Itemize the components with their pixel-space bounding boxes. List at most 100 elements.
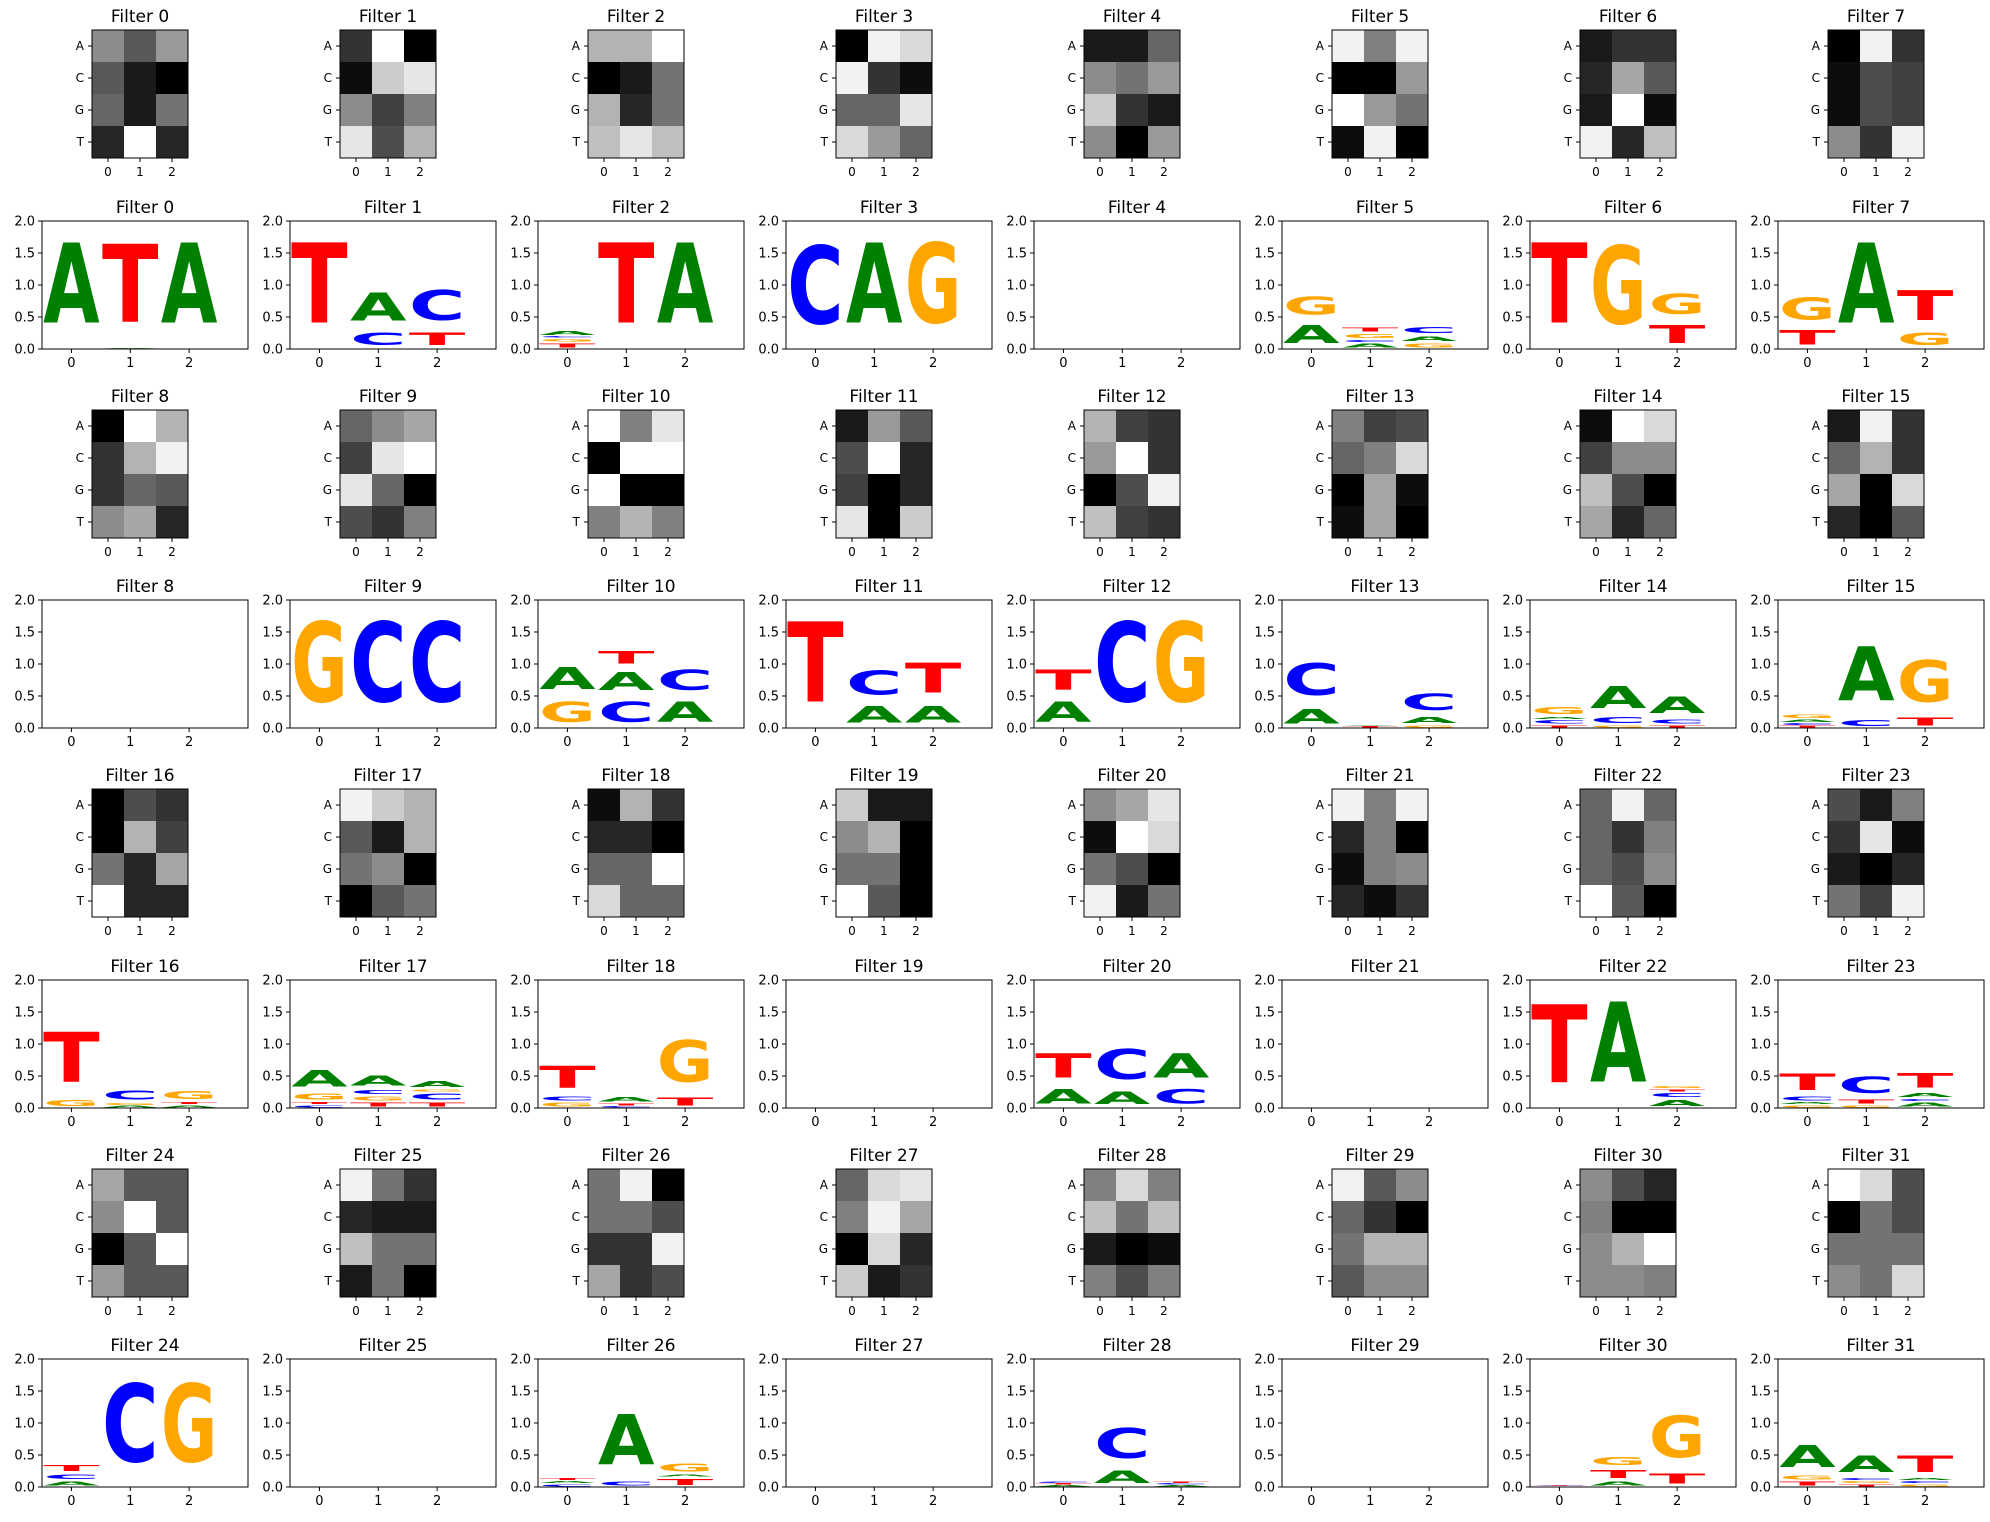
heatmap-cell [156,62,188,94]
heatmap-cell [372,410,404,442]
heatmap-cell [404,885,436,917]
heatmap-col-label: 2 [912,545,920,559]
heatmap-cell [1612,1169,1644,1201]
logo-x-label: 0 [67,356,75,371]
logo-y-label: 1.0 [758,279,779,294]
heatmap-cell [652,30,684,62]
heatmap-row-label: T [1068,515,1077,529]
logo-y-label: 0.0 [758,1481,779,1496]
logo-letter: A [1897,1092,1953,1098]
logo-y-label: 1.5 [1006,626,1027,641]
heatmap-cell [900,821,932,853]
heatmap-panel: Filter 7 A C G T 0 1 2 [1811,7,1925,179]
heatmap-row-label: A [572,39,581,53]
logo-letter: A [1779,1102,1836,1105]
heatmap-cell [156,1169,188,1201]
heatmap-cell [156,885,188,917]
logo-y-label: 0.0 [1502,722,1523,737]
heatmap-cell [836,1201,868,1233]
heatmap-row-label: T [1316,515,1325,529]
heatmap-row-label: C [1316,1210,1324,1224]
heatmap-cell [1084,506,1116,538]
heatmap-title: Filter 3 [855,7,913,27]
heatmap-panel: Filter 12 A C G T 0 1 2 [1067,387,1181,559]
heatmap-col-label: 1 [136,165,144,179]
heatmap-panel: Filter 20 A C G T 0 1 2 [1067,766,1181,938]
heatmap-cell [1860,1201,1892,1233]
logo-letter: A [1035,696,1092,728]
heatmap-cell [1828,62,1860,94]
logo-y-label: 1.5 [510,247,531,262]
logo-letter: C [1153,1483,1209,1485]
heatmap-cell [652,821,684,853]
logo-y-label: 1.0 [1254,1417,1275,1432]
heatmap-cell [1116,126,1148,158]
heatmap-cell [156,474,188,506]
heatmap-cell [340,30,372,62]
heatmap-cell [620,474,652,506]
heatmap-cell [156,1201,188,1233]
logo-y-label: 2.0 [510,974,531,989]
heatmap-cell [1148,94,1180,126]
heatmap-cell [588,474,620,506]
heatmap-cell [1364,1169,1396,1201]
heatmap-cell [1828,885,1860,917]
heatmap-cell [1828,1169,1860,1201]
heatmap-row-label: G [75,1242,84,1256]
heatmap-cell [372,1233,404,1265]
logo-y-label: 1.5 [510,626,531,641]
heatmap-cell [1084,30,1116,62]
heatmap-cell [868,410,900,442]
heatmap-cell [588,506,620,538]
heatmap-row-label: C [76,451,84,465]
heatmap-cell [1892,410,1924,442]
logo-background [538,980,744,1108]
logo-y-label: 0.5 [758,311,779,326]
heatmap-title: Filter 28 [1097,1146,1166,1166]
heatmap-col-label: 0 [1096,1304,1104,1318]
heatmap-row-label: C [1812,1210,1820,1224]
logo-letters: AT C G [1035,600,1209,728]
logo-letter: C [1531,720,1587,725]
logo-letter: G [1649,1404,1705,1471]
logo-background [1778,980,1984,1108]
heatmap-col-label: 0 [1592,924,1600,938]
heatmap-cell [836,1233,868,1265]
heatmap-panel: Filter 10 A C G T 0 1 2 [571,387,685,559]
logo-letter: T [598,648,655,667]
heatmap-cell [620,853,652,885]
logo-letter: C [102,1088,159,1102]
logo-y-label: 2.0 [1502,215,1523,230]
heatmap-cell [1116,1265,1148,1297]
logo-letter: T [1531,983,1587,1108]
heatmap-col-label: 0 [600,924,608,938]
heatmap-row-label: G [571,103,580,117]
logo-letter: A [905,702,962,728]
logo-letter: T [350,1102,407,1108]
logo-letter: G [1590,226,1646,350]
logo-letter: A [1401,335,1457,343]
heatmap-cell [900,30,932,62]
logo-x-label: 1 [622,1494,630,1509]
logo-x-label: 1 [1118,1494,1126,1509]
heatmap-row-label: C [1316,71,1324,85]
heatmap-cell [1644,789,1676,821]
logo-letter: G [1401,725,1457,728]
logo-x-label: 0 [67,1115,75,1130]
logo-letter: C [350,601,407,728]
logo-x-label: 2 [681,735,689,750]
heatmap-title: Filter 5 [1351,7,1409,27]
heatmap-cell [1828,821,1860,853]
logo-background [290,221,496,349]
heatmap-cell [1332,506,1364,538]
logo-letter: A [1590,981,1647,1108]
heatmap-col-label: 1 [1128,165,1136,179]
heatmap-col-label: 2 [912,1304,920,1318]
logo-x-label: 2 [185,735,193,750]
logo-letter: A [657,222,714,349]
heatmap-cell [620,30,652,62]
